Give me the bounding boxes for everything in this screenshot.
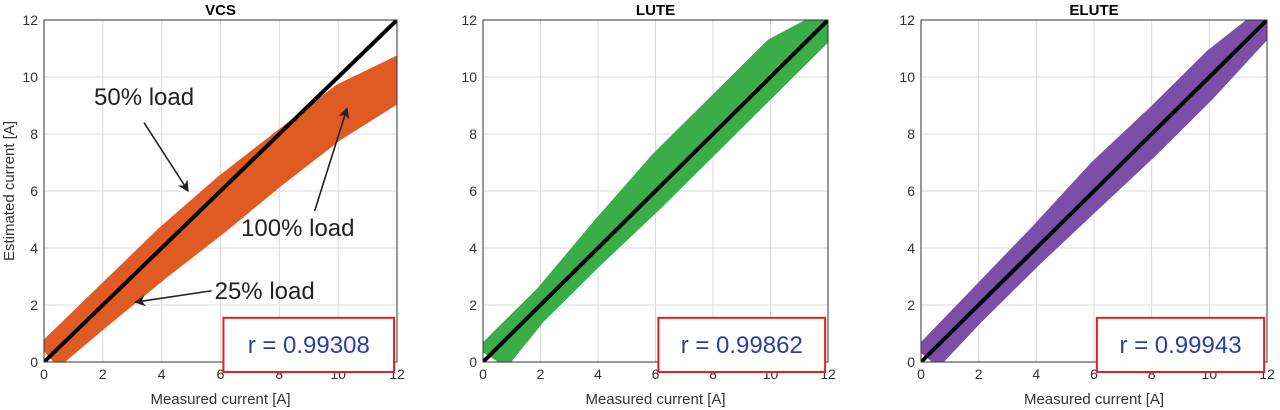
panel-lute-x-tick-label-1: 2 xyxy=(537,366,545,382)
panel-elute-x-tick-label-1: 2 xyxy=(975,366,983,382)
panel-vcs-series-0-scatter-band xyxy=(44,55,397,362)
panel-lute-title: LUTE xyxy=(636,2,675,19)
panel-elute-y-tick-label-2: 4 xyxy=(907,240,915,256)
panel-vcs-title: VCS xyxy=(205,2,236,19)
panel-vcs-annotation-arrow-50-load xyxy=(143,122,189,192)
panel-vcs-series-1-fit-line xyxy=(44,20,397,362)
panel-lute-y-tick-label-6: 12 xyxy=(461,12,477,28)
panel-vcs-plot-area xyxy=(44,20,397,362)
panel-vcs-x-tick-label-1: 2 xyxy=(99,366,107,382)
panel-vcs-x-tick-label-2: 4 xyxy=(158,366,166,382)
panel-elute-x-tick-label-4: 8 xyxy=(1148,366,1156,382)
panel-elute-x-tick-label-0: 0 xyxy=(917,366,925,382)
panel-elute-y-tick-label-0: 0 xyxy=(907,354,915,370)
panel-elute-title: ELUTE xyxy=(1069,2,1118,19)
panel-vcs-y-tick-label-5: 10 xyxy=(22,69,38,85)
panel-lute-y-tick-label-3: 6 xyxy=(469,183,477,199)
panel-elute-correlation-box xyxy=(1095,316,1266,373)
panel-lute-y-tick-label-1: 2 xyxy=(469,297,477,313)
panel-vcs-annotation-50-load: 50% load xyxy=(94,84,194,111)
panel-elute-x-tick-label-3: 6 xyxy=(1090,366,1098,382)
panel-elute-y-tick-label-3: 6 xyxy=(907,183,915,199)
panel-vcs-y-tick-label-3: 6 xyxy=(30,183,38,199)
panel-lute-plot-area xyxy=(483,20,828,362)
panel-vcs-annotation-arrow-25-load xyxy=(134,289,212,307)
panel-vcs-y-tick-label-0: 0 xyxy=(30,354,38,370)
panel-elute-y-tick-label-6: 12 xyxy=(899,12,915,28)
panel-lute-correlation-text: r = 0.99862 xyxy=(681,332,803,359)
panel-vcs-x-axis-label: Measured current [A] xyxy=(150,391,290,408)
panel-elute-y-tick-label-1: 2 xyxy=(907,297,915,313)
panel-lute-axes-frame xyxy=(482,19,829,363)
panel-vcs-annotation-25-load: 25% load xyxy=(215,278,315,305)
panel-vcs-x-tick-label-3: 6 xyxy=(217,366,225,382)
panel-elute-correlation-text: r = 0.99943 xyxy=(1119,332,1241,359)
panel-vcs-x-tick-label-0: 0 xyxy=(40,366,48,382)
panel-elute-axes-frame xyxy=(920,19,1268,363)
panel-lute-y-tick-label-5: 10 xyxy=(461,69,477,85)
panel-lute-x-axis-label: Measured current [A] xyxy=(585,391,725,408)
panel-vcs-x-tick-label-4: 8 xyxy=(275,366,283,382)
panel-elute-y-tick-label-4: 8 xyxy=(907,126,915,142)
panel-lute-x-tick-label-2: 4 xyxy=(594,366,602,382)
panel-elute-y-tick-label-5: 10 xyxy=(899,69,915,85)
panel-lute-y-tick-label-4: 8 xyxy=(469,126,477,142)
panel-elute-x-tick-label-2: 4 xyxy=(1032,366,1040,382)
panel-vcs-y-tick-label-6: 12 xyxy=(22,12,38,28)
panel-vcs-annotation-arrow-100-load xyxy=(313,107,350,212)
panel-vcs-y-tick-label-4: 8 xyxy=(30,126,38,142)
panel-lute-x-tick-label-4: 8 xyxy=(709,366,717,382)
panel-lute-series-1-fit-line xyxy=(483,20,828,362)
panel-elute-plot-area xyxy=(921,20,1267,362)
panel-lute-x-tick-label-0: 0 xyxy=(479,366,487,382)
panel-elute-series-1-fit-line xyxy=(921,20,1267,362)
panel-lute-x-tick-label-3: 6 xyxy=(652,366,660,382)
panel-vcs-y-tick-label-2: 4 xyxy=(30,240,38,256)
panel-vcs-y-tick-label-1: 2 xyxy=(30,297,38,313)
panel-lute-correlation-box xyxy=(657,316,827,373)
panel-elute-x-axis-label: Measured current [A] xyxy=(1024,391,1164,408)
panel-vcs-annotation-100-load: 100% load xyxy=(241,215,354,242)
panel-vcs-correlation-text: r = 0.99308 xyxy=(248,332,370,359)
panel-vcs-axes-frame xyxy=(43,19,398,363)
panel-lute-y-tick-label-0: 0 xyxy=(469,354,477,370)
panel-vcs-y-axis-label: Estimated current [A] xyxy=(1,121,18,261)
panel-lute-y-tick-label-2: 4 xyxy=(469,240,477,256)
panel-vcs-correlation-box xyxy=(222,316,396,373)
